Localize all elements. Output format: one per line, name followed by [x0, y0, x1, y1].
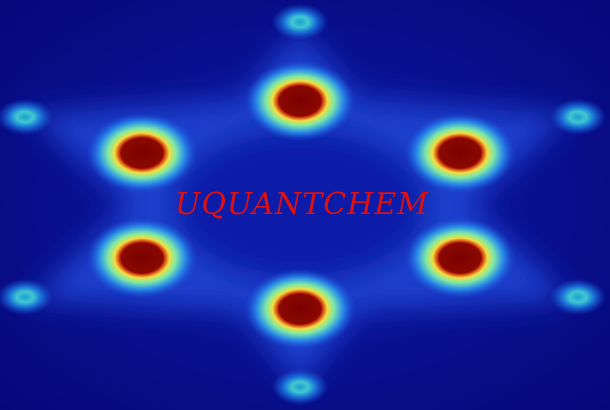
orbitals — [0, 4, 606, 405]
logo-title: UQUANTCHEM — [175, 187, 429, 222]
